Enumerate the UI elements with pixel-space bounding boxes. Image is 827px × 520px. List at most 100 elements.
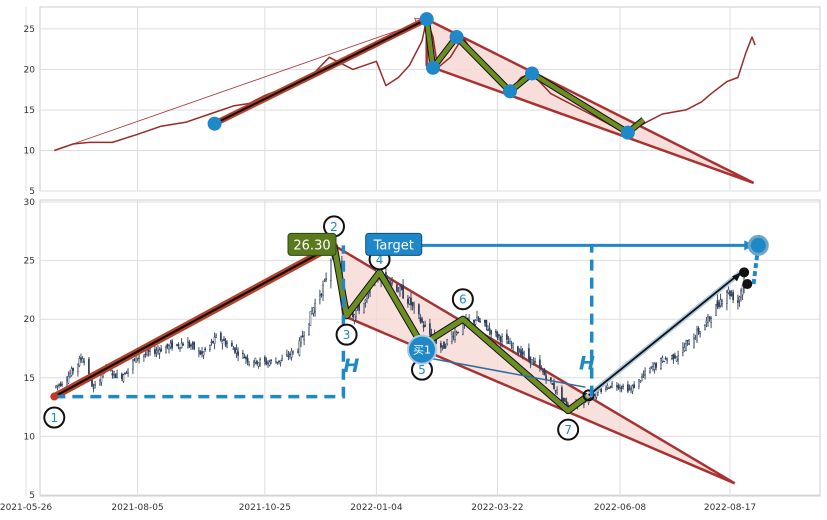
candle-body xyxy=(122,374,125,382)
candle-body xyxy=(510,344,513,347)
candle-body xyxy=(147,349,150,352)
candle-body xyxy=(686,339,689,342)
candle-body xyxy=(166,343,169,348)
candle-body xyxy=(721,301,723,305)
candle-body xyxy=(715,304,717,317)
candle-body xyxy=(215,335,217,338)
candle-body xyxy=(397,291,400,293)
candle-body xyxy=(279,359,282,363)
candle-body xyxy=(169,343,172,348)
candle-body xyxy=(298,340,301,356)
candle-body xyxy=(323,280,326,282)
candle-body xyxy=(498,334,500,337)
bottom-breakout-start xyxy=(582,389,595,402)
x-tick-label: 2021-08-05 xyxy=(111,503,163,513)
height-label: H xyxy=(579,353,595,375)
bottom-start-marker xyxy=(50,392,59,401)
candle-body xyxy=(443,341,445,349)
bottom-panel-marks: 1 2 3 4 5 6 7 26.30 Target 买1 H H xyxy=(43,215,769,485)
candle-body xyxy=(191,343,194,345)
target-label-text: Target xyxy=(373,238,414,253)
candle-body xyxy=(608,387,610,389)
buy-label-text: 买1 xyxy=(413,344,431,357)
candle-body xyxy=(319,295,321,300)
candle-body xyxy=(308,323,310,335)
candle-body xyxy=(168,345,170,350)
candle-body xyxy=(237,351,239,356)
candle-body xyxy=(649,368,651,374)
candle-body xyxy=(641,376,643,378)
candle-body xyxy=(532,360,535,363)
candle-body xyxy=(674,355,676,359)
candle-body xyxy=(540,368,543,371)
candle-body xyxy=(421,318,423,323)
top-pivot-marker xyxy=(620,125,635,140)
candle-body xyxy=(256,360,258,365)
candle-body xyxy=(473,319,475,323)
candle-body xyxy=(454,331,456,340)
candle-body xyxy=(639,380,642,382)
bottom-panel-x-ticks: 2021-05-26 2021-08-05 2021-10-25 2022-01-04… xyxy=(0,503,756,513)
candle-body xyxy=(292,350,294,353)
candle-body xyxy=(455,332,458,335)
candle-body xyxy=(638,379,640,387)
candle-body xyxy=(66,380,68,387)
candle-body xyxy=(100,374,103,383)
candle-body xyxy=(729,290,731,297)
candle-body xyxy=(642,374,645,377)
candle-body xyxy=(719,299,722,306)
candle-body xyxy=(707,316,709,323)
candle-body xyxy=(476,316,478,321)
candle-body xyxy=(154,349,156,354)
price-label-text: 26.30 xyxy=(293,238,330,253)
candle-body xyxy=(521,351,524,355)
candle-body xyxy=(732,291,734,301)
candle-body xyxy=(688,343,690,345)
candle-body xyxy=(507,341,510,344)
candle-body xyxy=(81,358,84,363)
y-tick-label: 10 xyxy=(24,432,36,442)
candle-body xyxy=(132,360,134,370)
candle-body xyxy=(177,344,180,347)
candle-body xyxy=(429,323,431,335)
candle-body xyxy=(257,362,260,367)
candle-body xyxy=(91,379,93,387)
x-tick-label: 2022-06-08 xyxy=(594,503,647,513)
candle-body xyxy=(699,331,701,334)
pivot-label-2: 2 xyxy=(330,220,338,234)
candle-body xyxy=(490,330,492,335)
y-tick-label: 20 xyxy=(24,65,36,75)
candle-body xyxy=(254,357,257,363)
candle-body xyxy=(694,337,697,339)
y-tick-label: 10 xyxy=(24,146,36,156)
x-tick-label: 2022-08-17 xyxy=(704,503,756,513)
candle-body xyxy=(245,356,247,359)
pivot-label-circle xyxy=(451,288,474,311)
candle-body xyxy=(534,361,536,363)
candle-body xyxy=(716,300,719,307)
candle-body xyxy=(143,354,145,358)
candle-body xyxy=(661,357,664,362)
candle-body xyxy=(704,325,706,331)
candle-body xyxy=(410,297,412,306)
candle-body xyxy=(77,363,79,372)
candle-body xyxy=(737,300,739,303)
bottom-panel-grid xyxy=(25,200,820,496)
bottom-black-dot xyxy=(739,267,750,278)
candle-body xyxy=(451,334,453,342)
candle-body xyxy=(609,385,612,388)
bottom-black-dot xyxy=(742,279,753,290)
candle-body xyxy=(664,358,667,360)
candle-body xyxy=(276,361,279,364)
candle-body xyxy=(551,383,554,385)
pivot-label-7: 7 xyxy=(564,423,572,437)
candle-body xyxy=(287,355,290,358)
candle-body xyxy=(234,347,236,353)
candle-body xyxy=(564,398,566,402)
candle-body xyxy=(539,359,541,368)
candle-body xyxy=(221,341,224,344)
candle-body xyxy=(268,361,271,366)
top-panel-marks xyxy=(54,12,756,185)
top-pivot-marker xyxy=(207,116,222,131)
candle-body xyxy=(111,373,114,376)
